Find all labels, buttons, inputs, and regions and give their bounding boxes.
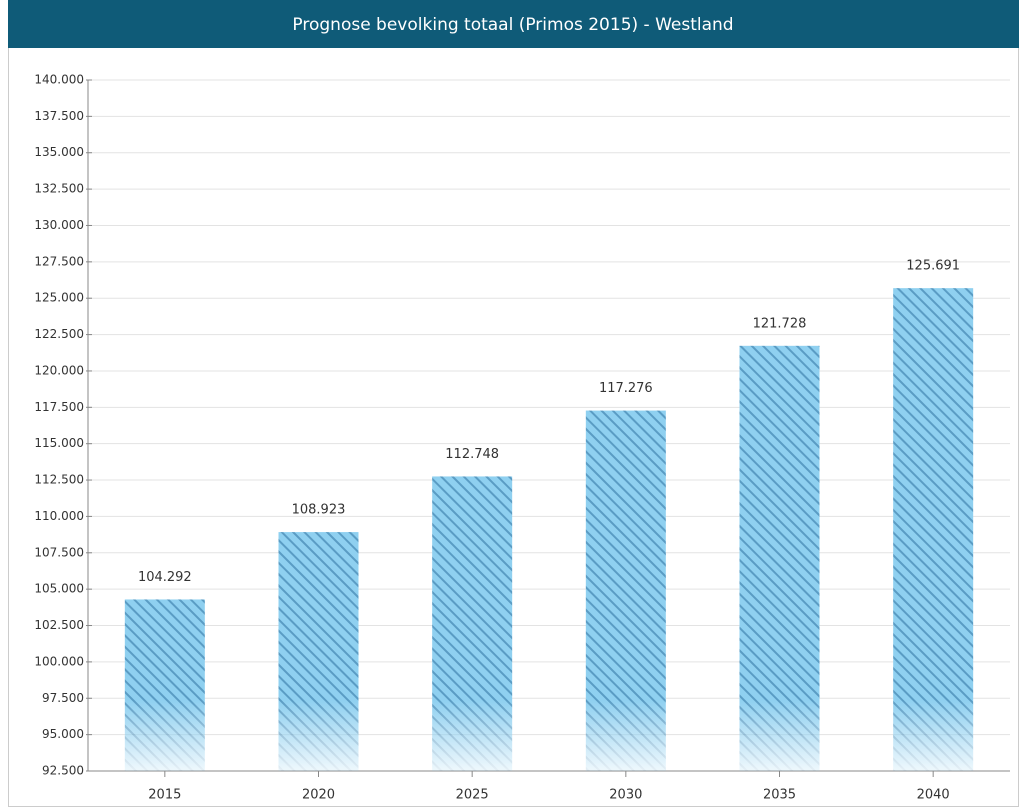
- y-tick-label: 120.000: [34, 363, 84, 377]
- y-tick-label: 135.000: [34, 145, 84, 159]
- x-tick-label: 2025: [456, 788, 489, 803]
- y-tick-label: 107.500: [34, 545, 84, 559]
- y-tick-label: 122.500: [34, 327, 84, 341]
- bar: [432, 476, 513, 771]
- y-tick-label: 117.500: [34, 400, 84, 414]
- value-label: 104.292: [138, 570, 192, 585]
- bar: [124, 599, 205, 771]
- value-label: 112.748: [445, 447, 499, 462]
- y-tick-label: 110.000: [34, 509, 84, 523]
- y-tick-label: 115.000: [34, 436, 84, 450]
- value-label: 121.728: [753, 316, 807, 331]
- x-tick-label: 2040: [917, 788, 950, 803]
- y-tick-label: 105.000: [34, 582, 84, 596]
- y-tick-label: 137.500: [34, 109, 84, 123]
- value-label: 117.276: [599, 381, 653, 396]
- bar: [278, 532, 359, 771]
- y-tick-label: 97.500: [42, 691, 84, 705]
- value-label: 108.923: [292, 503, 346, 518]
- y-tick-label: 92.500: [42, 764, 84, 778]
- y-tick-label: 130.000: [34, 218, 84, 232]
- y-tick-label: 127.500: [34, 254, 84, 268]
- title-bar: [8, 0, 1019, 48]
- x-tick-label: 2020: [302, 788, 335, 803]
- bar: [585, 410, 666, 771]
- x-tick-label: 2035: [763, 788, 796, 803]
- y-tick-label: 125.000: [34, 291, 84, 305]
- y-tick-label: 102.500: [34, 618, 84, 632]
- bar: [893, 288, 974, 771]
- x-tick-label: 2015: [148, 788, 181, 803]
- y-tick-label: 95.000: [42, 727, 84, 741]
- x-tick-label: 2030: [609, 788, 642, 803]
- y-tick-label: 132.500: [34, 182, 84, 196]
- chart-title: Prognose bevolking totaal (Primos 2015) …: [292, 15, 733, 35]
- bar: [739, 345, 820, 771]
- y-tick-label: 100.000: [34, 654, 84, 668]
- y-tick-label: 140.000: [34, 73, 84, 87]
- value-label: 125.691: [906, 259, 960, 274]
- y-tick-label: 112.500: [34, 473, 84, 487]
